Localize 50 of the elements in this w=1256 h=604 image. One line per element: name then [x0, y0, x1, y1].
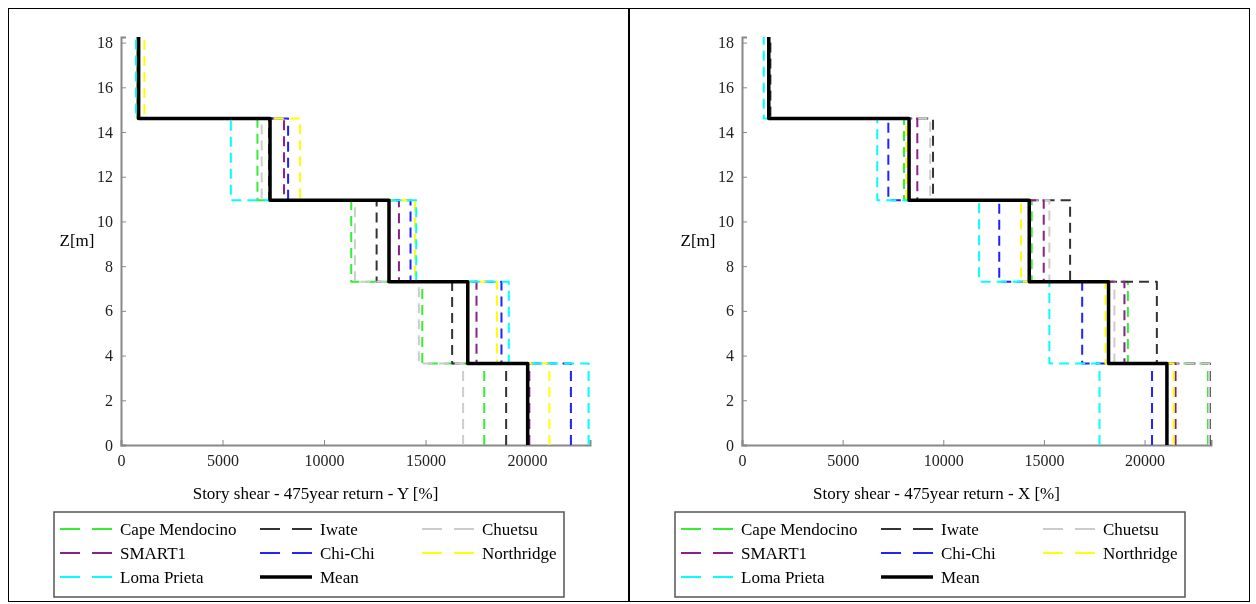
legend-label: Cape Mendocino	[120, 520, 237, 539]
legend-label: Chuetsu	[482, 520, 539, 539]
y-tick-label: 12	[97, 168, 113, 186]
legend-label: Iwate	[941, 520, 979, 539]
x-tick-label: 20000	[1125, 452, 1166, 470]
x-tick-label: 0	[117, 452, 126, 470]
y-tick-label: 2	[105, 391, 113, 409]
legend-label: Chi-Chi	[941, 544, 997, 563]
legend-label: SMART1	[741, 544, 808, 563]
y-tick-label: 16	[718, 78, 734, 96]
legend-label: Cape Mendocino	[741, 520, 858, 539]
y-tick-label: 14	[718, 123, 734, 141]
y-tick-label: 18	[718, 34, 734, 52]
y-tick-label: 2	[726, 391, 734, 409]
y-tick-label: 16	[97, 78, 113, 96]
y-tick-label: 8	[105, 257, 113, 275]
y-tick-label: 0	[726, 436, 734, 454]
x-tick-label: 15000	[1024, 452, 1065, 470]
x-axis-title: Story shear - 475year return - Y [%]	[192, 484, 439, 503]
y-axis-title: Z[m]	[59, 231, 95, 250]
x-tick-label: 0	[738, 452, 747, 470]
x-tick-label: 10000	[304, 452, 345, 470]
y-tick-label: 18	[97, 34, 113, 52]
y-tick-label: 10	[97, 213, 113, 231]
y-axis-title: Z[m]	[680, 231, 716, 250]
y-tick-label: 4	[105, 347, 113, 365]
legend-label: Iwate	[320, 520, 358, 539]
x-axis-title: Story shear - 475year return - X [%]	[813, 484, 1060, 503]
y-tick-label: 8	[726, 257, 734, 275]
legend-label: Loma Prieta	[120, 568, 205, 587]
legend-label: Chuetsu	[1103, 520, 1160, 539]
legend-label: Loma Prieta	[741, 568, 826, 587]
legend-label: Mean	[320, 568, 360, 587]
y-tick-label: 12	[718, 168, 734, 186]
legend-label: SMART1	[120, 544, 187, 563]
x-tick-label: 15000	[406, 452, 447, 470]
x-tick-label: 10000	[923, 452, 964, 470]
y-tick-label: 6	[105, 302, 113, 320]
legend-label: Northridge	[1103, 544, 1178, 563]
x-tick-label: 5000	[207, 452, 240, 470]
y-tick-label: 10	[718, 213, 734, 231]
y-tick-label: 4	[726, 347, 734, 365]
x-tick-label: 20000	[507, 452, 548, 470]
y-tick-label: 14	[97, 123, 113, 141]
x-tick-label: 5000	[827, 452, 860, 470]
legend-label: Chi-Chi	[320, 544, 376, 563]
legend-label: Mean	[941, 568, 981, 587]
y-tick-label: 6	[726, 302, 734, 320]
legend-label: Northridge	[482, 544, 557, 563]
y-tick-label: 0	[105, 436, 113, 454]
